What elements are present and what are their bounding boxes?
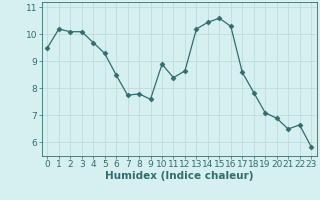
- X-axis label: Humidex (Indice chaleur): Humidex (Indice chaleur): [105, 171, 253, 181]
